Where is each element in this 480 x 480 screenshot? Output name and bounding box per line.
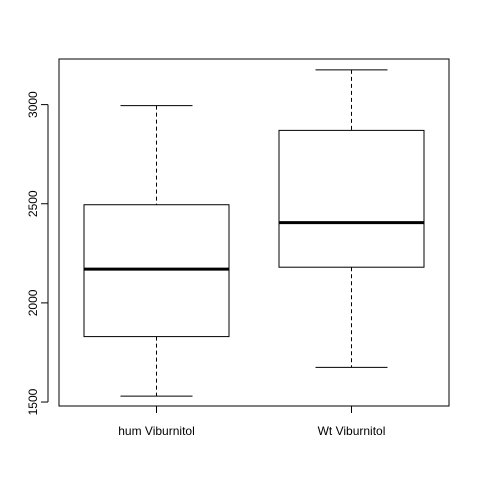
y-tick-label-1: 2000 — [26, 289, 40, 316]
y-tick-label-2: 2500 — [26, 190, 40, 217]
x-tick-label-1: Wt Viburnitol — [318, 424, 386, 438]
y-tick-label-3: 3000 — [26, 91, 40, 118]
y-tick-label-0: 1500 — [26, 388, 40, 415]
box-1 — [278, 129, 425, 268]
x-tick-label-0: hum Viburnitol — [118, 424, 195, 438]
